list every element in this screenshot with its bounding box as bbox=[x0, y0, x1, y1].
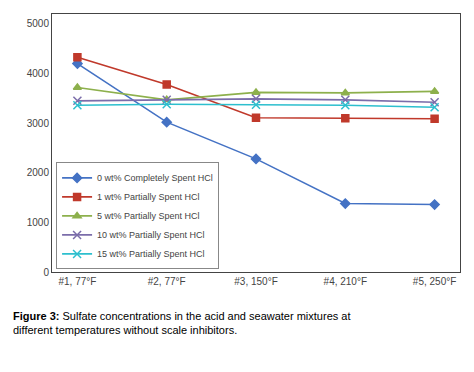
svg-text:#4, 210°F: #4, 210°F bbox=[324, 276, 367, 287]
svg-text:2000: 2000 bbox=[27, 167, 50, 178]
svg-text:5000: 5000 bbox=[27, 18, 50, 29]
svg-text:3000: 3000 bbox=[27, 118, 50, 129]
svg-text:1000: 1000 bbox=[27, 217, 50, 228]
svg-text:1 wt% Partially Spent HCl: 1 wt% Partially Spent HCl bbox=[97, 192, 200, 202]
svg-text:Figure 3: Sulfate concentratio: Figure 3: Sulfate concentrations in the … bbox=[13, 310, 351, 336]
svg-text:4000: 4000 bbox=[27, 68, 50, 79]
svg-text:0 wt% Completely Spent HCl: 0 wt% Completely Spent HCl bbox=[97, 173, 213, 183]
svg-text:5 wt% Partially Spent HCl: 5 wt% Partially Spent HCl bbox=[97, 211, 200, 221]
svg-text:#3, 150°F: #3, 150°F bbox=[234, 276, 277, 287]
svg-text:15 wt% Partially Spent HCl: 15 wt% Partially Spent HCl bbox=[97, 249, 205, 259]
svg-text:0: 0 bbox=[43, 267, 49, 278]
svg-text:10 wt% Partially Spent HCl: 10 wt% Partially Spent HCl bbox=[97, 230, 205, 240]
svg-text:#5, 250°F: #5, 250°F bbox=[413, 276, 456, 287]
svg-text:#2, 77°F: #2, 77°F bbox=[148, 276, 186, 287]
svg-text:#1, 77°F: #1, 77°F bbox=[58, 276, 96, 287]
